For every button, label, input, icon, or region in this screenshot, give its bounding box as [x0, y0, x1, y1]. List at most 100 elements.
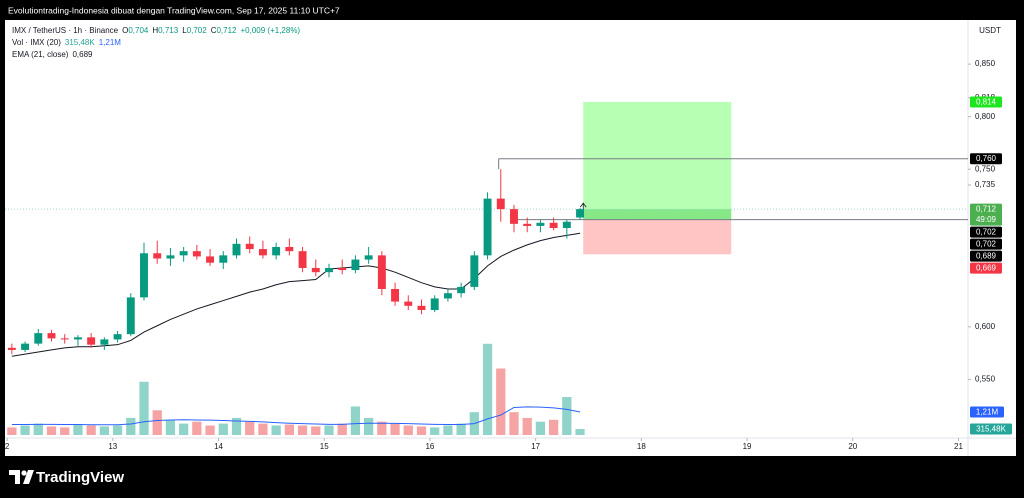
- chart-panel: [5, 20, 1016, 456]
- candle-body: [113, 334, 122, 340]
- progress-zone: [583, 209, 732, 220]
- candle-body: [549, 222, 558, 229]
- x-tick-label: 18: [637, 442, 646, 451]
- candle-body: [562, 221, 571, 229]
- price-tag-label: 0,712: [976, 205, 997, 214]
- volume-bar: [311, 426, 321, 435]
- volume-bar: [509, 412, 519, 435]
- y-tick-label: 0,750: [975, 164, 996, 173]
- volume-bar: [350, 406, 361, 435]
- volume-bar: [364, 417, 374, 435]
- candle-body: [21, 343, 30, 350]
- logo: [9, 470, 34, 484]
- candle-body: [483, 198, 492, 256]
- y-tick-label: 0,735: [975, 180, 996, 189]
- candle-body: [126, 297, 135, 335]
- candle-body: [510, 209, 518, 224]
- volume-tag: [970, 423, 1012, 435]
- price-tag: [970, 203, 1002, 226]
- x-tick-label: 15: [320, 442, 329, 451]
- x-tick-label: 21: [954, 442, 963, 451]
- loss-zone: [583, 219, 732, 255]
- change: +0,009 (+1,28%): [241, 26, 301, 35]
- candle-body: [87, 337, 96, 345]
- price-tag: [970, 238, 1002, 250]
- candle-body: [523, 223, 532, 226]
- price-tag: [970, 96, 1002, 108]
- volume-bar: [416, 426, 427, 435]
- y-tick-label: 0,800: [975, 112, 996, 121]
- candle-body: [404, 301, 413, 306]
- candle-body: [100, 339, 109, 345]
- volume-bar: [112, 425, 123, 435]
- price-tag: [970, 250, 1002, 262]
- profit-zone: [583, 101, 732, 220]
- currency: USDT: [979, 26, 1001, 35]
- volume-bar: [403, 425, 413, 435]
- candle-body: [298, 251, 307, 268]
- price-tag-label: 0,760: [976, 154, 997, 163]
- candle-body: [60, 338, 69, 340]
- ema-line: [11, 232, 581, 357]
- symbol: IMX / TetherUS · 1h · Binance: [12, 26, 119, 35]
- volume-tag: [970, 406, 1004, 418]
- volume-bar: [245, 421, 255, 435]
- ohlc-name: L: [182, 26, 187, 35]
- x-tick-label: 20: [848, 442, 857, 451]
- volume-bar: [33, 423, 43, 435]
- price-tag: [970, 226, 1002, 238]
- candle-body: [443, 293, 452, 299]
- candle-body: [338, 267, 347, 271]
- candle-body: [285, 246, 294, 252]
- candle-body: [272, 246, 281, 256]
- candle-body: [417, 305, 426, 310]
- candle-body: [258, 249, 267, 256]
- volume-ma: 1,21M: [99, 38, 122, 47]
- candle-body: [576, 209, 585, 218]
- candle-body: [536, 222, 545, 226]
- x-tick-label: 19: [743, 442, 752, 451]
- candle-body: [192, 251, 201, 257]
- legend-ema: EMA (21, close) 0,689: [12, 50, 93, 59]
- volume-bar: [165, 419, 176, 435]
- volume-bar: [271, 425, 281, 435]
- volume-bar: [139, 381, 149, 435]
- candle-body: [470, 255, 479, 287]
- volume-bar: [496, 368, 506, 435]
- price-tag: [970, 153, 1002, 165]
- volume-bar: [548, 419, 559, 435]
- volume-bar: [324, 425, 334, 435]
- volume-ma-line: [11, 406, 581, 426]
- price-tag-label: 0,669: [976, 264, 997, 273]
- volume-bar: [377, 421, 387, 435]
- volume-bar: [152, 410, 162, 435]
- price-tag-countdown: 49:09: [976, 215, 997, 224]
- volume-bar: [443, 425, 453, 435]
- volume-bar: [7, 427, 17, 435]
- volume-bar: [337, 423, 347, 435]
- ohlc-name: O: [122, 26, 128, 35]
- x-tick-label: 13: [108, 442, 117, 451]
- candle-body: [391, 288, 400, 302]
- candle-body: [232, 243, 241, 256]
- candle-body: [457, 286, 466, 294]
- x-tick-label: 16: [425, 442, 434, 451]
- plot-area: [5, 101, 968, 435]
- ohlc-value: 0,713: [158, 26, 179, 35]
- ohlc-name: H: [152, 26, 158, 35]
- price-tag-label: 0,702: [976, 228, 997, 237]
- volume-bar: [456, 423, 466, 435]
- volume-name: Vol · IMX (20): [12, 38, 61, 47]
- candle-body: [219, 255, 228, 263]
- candle-body: [206, 256, 215, 263]
- price-tag-label: 0,814: [976, 97, 997, 106]
- ema-value: 0,689: [72, 50, 93, 59]
- volume-bar: [60, 427, 70, 435]
- header: Evolutiontrading-Indonesia dibuat dengan…: [8, 5, 340, 15]
- candle-body: [496, 198, 505, 210]
- candle-body: [73, 337, 82, 340]
- volume-bar: [562, 397, 572, 435]
- volume-bar: [218, 423, 228, 435]
- volume-bar: [284, 424, 294, 435]
